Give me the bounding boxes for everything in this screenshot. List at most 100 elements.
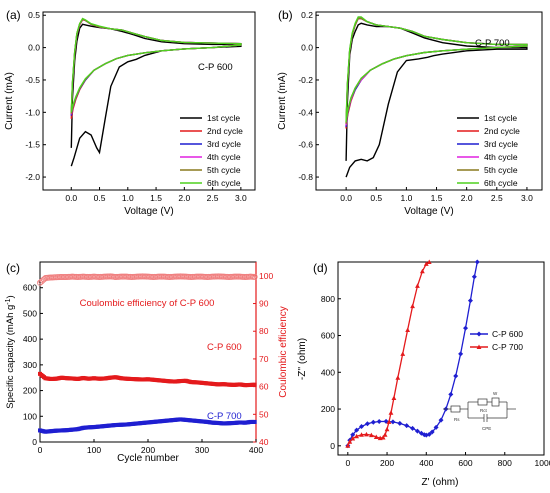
nyquist-point	[368, 432, 374, 438]
nyquist-point	[419, 268, 425, 274]
y-tick-label-right: 100	[259, 271, 273, 281]
legend-label: 1st cycle	[207, 113, 240, 123]
panel-a-sample-label: C-P 600	[198, 62, 233, 73]
nyquist-point	[397, 420, 403, 426]
panel-a-label: (a)	[6, 8, 21, 22]
nyquist-point	[395, 375, 401, 380]
y-tick-label-left: 200	[23, 386, 37, 396]
nyquist-point	[448, 391, 454, 397]
x-tick-label: 600	[458, 458, 472, 468]
nyquist-point	[384, 426, 390, 432]
nyquist-point	[410, 425, 416, 431]
panel-c-ylabel-right: Coulombic efficiency	[278, 306, 289, 398]
panel-b-ticks: 0.0 0.5 1.0 1.5 2.0 2.5 3.0 -0.8 -0.6 -0.4 -0.2 0.0…	[298, 10, 533, 203]
panel-d-xlabel: Z' (ohm)	[422, 477, 459, 488]
y-tick-label-right: 70	[259, 354, 269, 364]
y-tick-label: -1.0	[25, 107, 40, 117]
nyquist-point	[386, 419, 392, 424]
y-tick-label: -0.2	[298, 75, 313, 85]
x-tick-label: 0	[38, 445, 43, 455]
legend-label: 5th cycle	[207, 165, 241, 175]
nyquist-point	[364, 421, 370, 427]
panel-c-annotation-ce: Coulombic efficiency of C-P 600	[80, 298, 215, 309]
y-tick-label: 400	[321, 367, 335, 377]
panel-d-curves	[345, 259, 480, 449]
nyquist-point	[390, 419, 396, 425]
y-tick-label-left: 400	[23, 334, 37, 344]
y-tick-label: 600	[321, 331, 335, 341]
panel-c-ylabel-left: Specific capacity (mAh g-1)	[5, 295, 16, 408]
x-tick-label: 1.5	[431, 193, 443, 203]
y-tick-label-right: 50	[259, 409, 269, 419]
panel-d-legend: C-P 600 C-P 700	[470, 329, 523, 352]
x-tick-label: 100	[87, 445, 101, 455]
x-tick-label: 200	[380, 458, 394, 468]
nyquist-point	[354, 433, 360, 439]
x-tick-label: 400	[419, 458, 433, 468]
legend-label: C-P 600	[492, 329, 523, 339]
legend-label: 2nd cycle	[484, 126, 520, 136]
x-tick-label: 2.5	[207, 193, 219, 203]
x-tick-label: 1.0	[400, 193, 412, 203]
y-tick-label: -0.5	[25, 75, 40, 85]
y-tick-label: 200	[321, 404, 335, 414]
y-tick-label: -0.8	[298, 172, 313, 182]
legend-label: 4th cycle	[484, 152, 518, 162]
panel-a-frame	[42, 11, 256, 191]
panel-b-xlabel: Voltage (V)	[404, 206, 453, 217]
panel-d-ylabel: -Z'' (ohm)	[297, 338, 308, 380]
y-tick-label: -0.6	[298, 140, 313, 150]
x-tick-label: 0	[345, 458, 350, 468]
circuit-label: Rct	[480, 408, 487, 413]
nyquist-point	[458, 351, 464, 357]
panel-a-ylabel: Current (mA)	[4, 72, 15, 130]
cv-curve-cycle-6	[70, 17, 242, 113]
nyquist-point	[370, 419, 376, 425]
panel-b-ylabel: Current (mA)	[277, 72, 288, 130]
panel-c-points	[37, 273, 258, 434]
x-tick-label: 400	[249, 445, 263, 455]
nyquist-point	[350, 435, 356, 441]
nyquist-point	[426, 431, 432, 437]
nyquist-point	[429, 429, 435, 435]
panel-b-curves	[345, 16, 528, 178]
y-tick-label: 0.0	[28, 43, 40, 53]
x-tick-label: 1.5	[150, 193, 162, 203]
legend-label: 2nd cycle	[207, 126, 243, 136]
cv-curve-cycle-6	[345, 16, 528, 123]
y-tick-label-left: 300	[23, 360, 37, 370]
x-tick-label: 2.5	[491, 193, 503, 203]
nyquist-point	[433, 424, 439, 430]
nyquist-point	[376, 419, 382, 425]
x-tick-label: 0.0	[340, 193, 352, 203]
circuit-label: W	[493, 391, 498, 396]
nyquist-point	[359, 432, 364, 437]
x-tick-label: 3.0	[235, 193, 247, 203]
legend-marker	[476, 344, 482, 349]
y-tick-label-left: 0	[32, 437, 37, 447]
y-tick-label: -2.0	[25, 172, 40, 182]
y-tick-label: -0.4	[298, 107, 313, 117]
legend-label: 3rd cycle	[484, 139, 518, 149]
y-tick-label-right: 90	[259, 299, 269, 309]
panel-c-label: (c)	[6, 261, 20, 275]
nyquist-point	[400, 351, 406, 356]
y-tick-label: 0.2	[301, 10, 313, 20]
panel-d-label: (d)	[313, 261, 328, 275]
panel-c-annotation-cp700: C-P 700	[207, 411, 242, 422]
nyquist-point	[391, 395, 397, 401]
nyquist-point	[364, 431, 369, 437]
panel-b-sample-label: C-P 700	[475, 38, 510, 49]
x-tick-label: 2.0	[178, 193, 190, 203]
legend-marker	[476, 331, 482, 337]
x-tick-label: 2.0	[461, 193, 473, 203]
y-tick-label-right: 40	[259, 437, 269, 447]
nyquist-point	[347, 439, 353, 444]
nyquist-point	[423, 261, 429, 266]
x-tick-label: 0.5	[370, 193, 382, 203]
x-tick-label: 3.0	[521, 193, 533, 203]
panel-c: (c) 0 100 200 300 400 0 100 200 300 400 500 600 40 50…	[5, 261, 289, 464]
